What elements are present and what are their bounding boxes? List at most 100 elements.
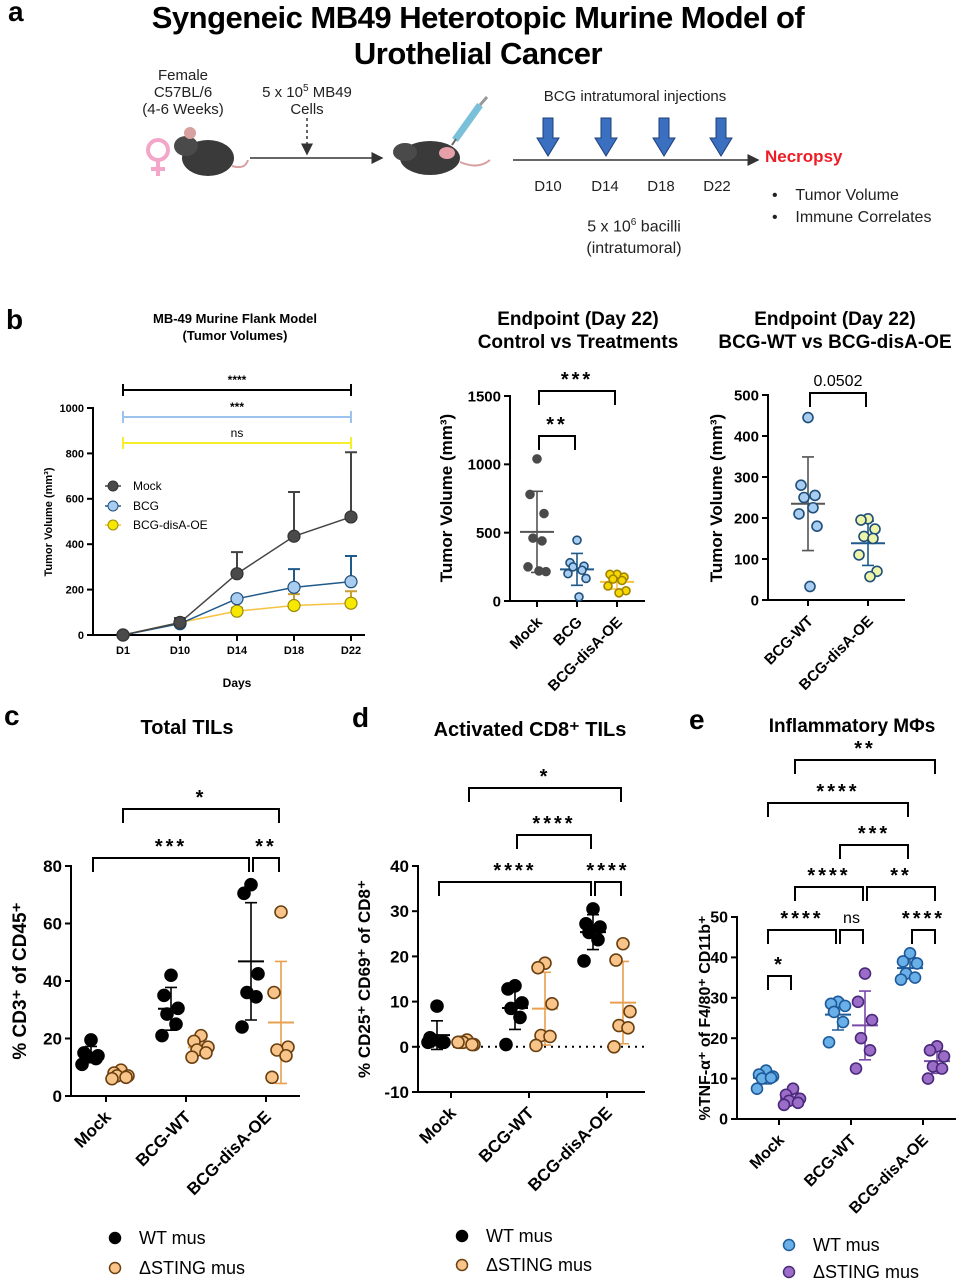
readouts-list: • Tumor Volume • Immune Correlates (772, 185, 931, 229)
significance-label: **** (586, 860, 629, 882)
female-symbol-icon (146, 138, 170, 176)
significance-bracket (794, 886, 864, 901)
data-point (501, 982, 515, 996)
significance-bracket (516, 834, 592, 849)
data-point (865, 1013, 879, 1027)
data-point (849, 1062, 863, 1075)
data-point (855, 514, 867, 526)
chart-6: Inflammatory MΦs 0 10 20 30 40 50%TNF-α⁺ of F4… (697, 716, 956, 1280)
data-point (614, 587, 624, 598)
significance-label: ** (854, 738, 876, 760)
cells-label: 5 x 105 MB49 Cells (247, 80, 367, 118)
x-tick-label: BCG-WT (132, 1107, 195, 1170)
x-tick-label: Mock (416, 1103, 461, 1148)
y-tick-label: 0 (400, 1038, 409, 1057)
dose-count: 5 x 10 (587, 218, 631, 236)
data-point (577, 954, 591, 968)
data-point (105, 1071, 119, 1086)
data-point (802, 411, 814, 424)
data-point (864, 570, 876, 583)
data-point (581, 573, 591, 584)
data-point (528, 533, 538, 543)
data-point (235, 1020, 249, 1034)
data-point (822, 1035, 836, 1049)
significance-label: **** (228, 373, 247, 387)
data-point (543, 1029, 557, 1044)
data-point (827, 1005, 841, 1019)
timepoint-d22: D22 (703, 178, 731, 195)
data-point (164, 968, 178, 983)
data-point (563, 568, 573, 579)
legend-label: WT mus (486, 1226, 553, 1246)
panel-label-a: a (8, 0, 24, 27)
necropsy-label: Necropsy (765, 147, 843, 166)
data-point (515, 996, 529, 1010)
data-point (804, 580, 816, 593)
data-point (344, 596, 358, 610)
data-point (267, 985, 281, 1000)
legend-marker (782, 1265, 796, 1279)
data-point (430, 999, 444, 1013)
data-point (572, 535, 582, 545)
legend-marker (782, 1238, 796, 1252)
y-tick-label: 1000 (468, 457, 501, 474)
data-point (867, 532, 879, 545)
data-point (525, 489, 535, 500)
y-tick-label: -10 (384, 1083, 409, 1102)
data-point (809, 489, 821, 502)
readout-immune-correlates: Immune Correlates (795, 209, 932, 226)
data-point (532, 454, 542, 464)
x-tick-label: Mock (507, 613, 547, 653)
y-tick-label: 0 (78, 630, 84, 642)
data-point (529, 1038, 543, 1053)
dose-exponent: 6 (630, 217, 637, 228)
data-point (230, 592, 244, 606)
chart-1: MB-49 Murine Flank Model (Tumor Volumes) 0… (43, 311, 365, 690)
x-tick-label: D14 (227, 645, 248, 657)
legend-marker (107, 480, 119, 492)
data-point (577, 565, 587, 576)
data-point (531, 960, 545, 975)
legend-label: Mock (133, 479, 163, 493)
y-tick-label: 0 (493, 593, 501, 610)
data-point (116, 628, 130, 642)
data-point (534, 566, 544, 576)
panel-label-b: b (6, 304, 24, 335)
cells-word: Cells (290, 101, 324, 118)
significance-bracket (468, 787, 622, 802)
data-point (798, 491, 810, 504)
chart-title: Endpoint (Day 22) (754, 309, 916, 330)
timepoint-d18: D18 (647, 178, 675, 195)
panel-a-title-line2: Urothelial Cancer (353, 36, 603, 71)
data-point (251, 967, 265, 981)
data-point (185, 1050, 199, 1064)
significance-label: ** (255, 836, 277, 858)
data-point (499, 1037, 513, 1052)
data-point (344, 510, 358, 524)
significance-bracket (767, 975, 792, 990)
significance-bracket (122, 437, 352, 449)
data-point (793, 508, 805, 520)
mouse-age: (4-6 Weeks) (142, 101, 224, 118)
data-point (896, 955, 910, 968)
mouse-strain-label: Female C57BL/6 (4-6 Weeks) (128, 67, 238, 118)
y-tick-label: 60 (43, 914, 62, 933)
data-point (435, 1035, 449, 1050)
data-point (244, 877, 258, 892)
chart-5: Activated CD8⁺ TILs -10 0 10 20 30 40 % CD25⁺ C… (355, 719, 645, 1275)
data-point (157, 988, 171, 1003)
data-point (617, 575, 627, 586)
chart-title: Inflammatory MΦs (769, 716, 936, 737)
data-point (230, 604, 244, 618)
significance-bracket (92, 857, 250, 872)
cells-type: MB49 (308, 84, 352, 101)
significance-bracket (809, 392, 867, 407)
data-point (421, 1035, 435, 1050)
dose-label: 5 x 106 bacilli (intratumoral) (564, 212, 704, 260)
significance-bracket (767, 802, 909, 817)
x-tick-label: BCG (550, 614, 586, 650)
legend-marker (455, 1229, 469, 1243)
data-point (851, 995, 865, 1009)
data-point (265, 1070, 279, 1085)
y-tick-label: 20 (390, 947, 409, 966)
